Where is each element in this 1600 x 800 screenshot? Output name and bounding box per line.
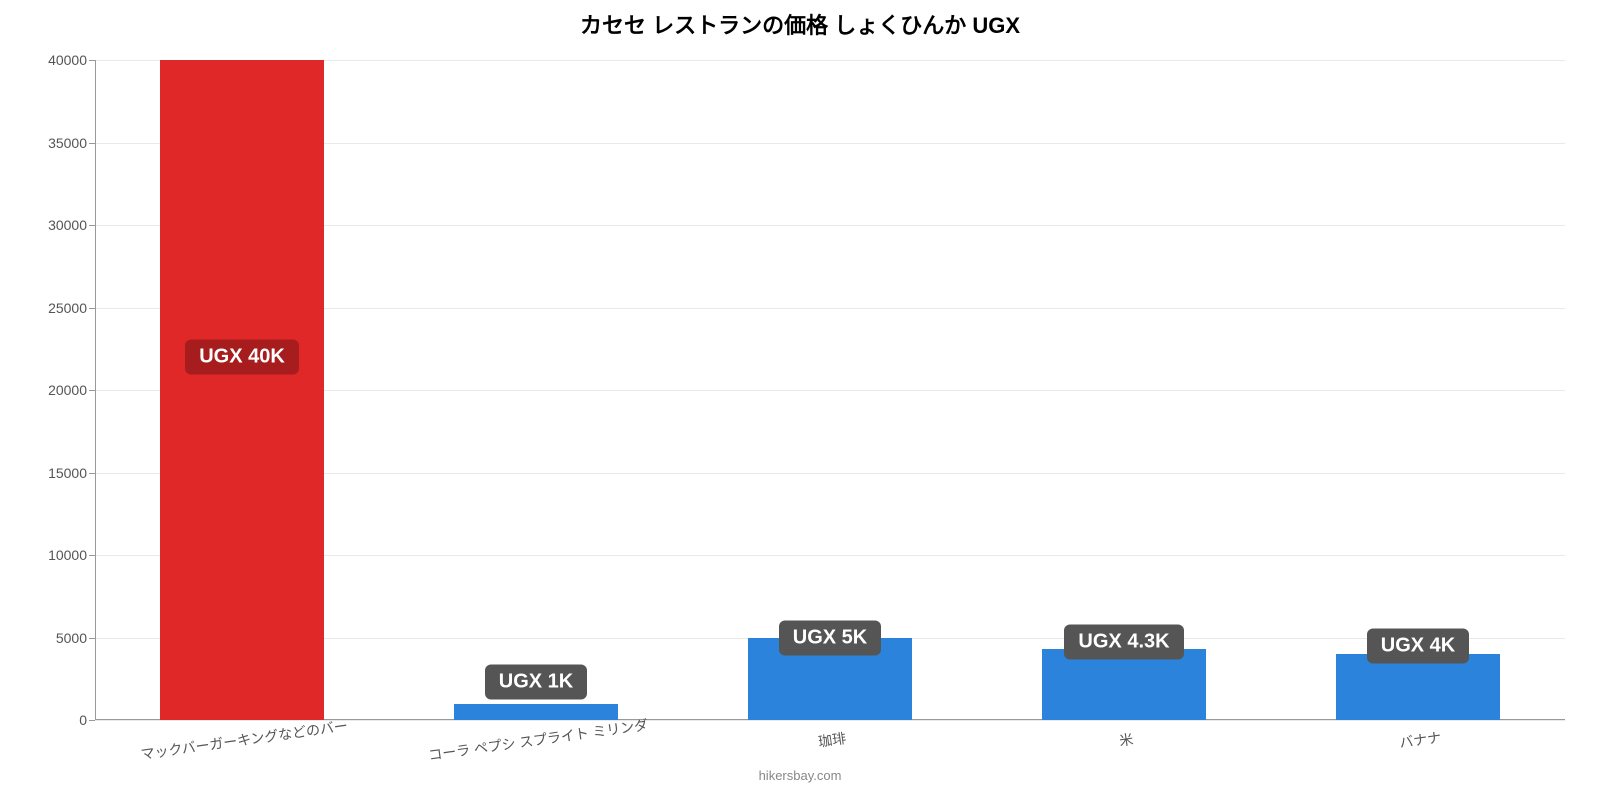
value-badge: UGX 4K (1367, 628, 1469, 663)
ytick-label: 10000 (48, 547, 95, 563)
value-badge: UGX 1K (485, 665, 587, 700)
chart-title: カセセ レストランの価格 しょくひんか UGX (0, 8, 1600, 40)
ytick-label: 30000 (48, 217, 95, 233)
value-badge: UGX 5K (779, 620, 881, 655)
bar-slot: UGX 4K (1271, 60, 1565, 720)
bar (160, 60, 325, 720)
x-axis-labels: マックバーガーキングなどのバーコーラ ペプシ スプライト ミリンダ珈琲米バナナ (95, 724, 1565, 750)
ytick-label: 25000 (48, 300, 95, 316)
bar-slot: UGX 1K (389, 60, 683, 720)
bars-container: UGX 40K UGX 1K UGX 5K UGX 4.3K UGX 4K (95, 60, 1565, 720)
ytick-label: 15000 (48, 465, 95, 481)
plot-area: 0500010000150002000025000300003500040000… (95, 60, 1565, 720)
ytick-label: 35000 (48, 135, 95, 151)
bar (1336, 654, 1501, 720)
value-badge: UGX 40K (185, 340, 299, 375)
ytick-label: 20000 (48, 382, 95, 398)
value-badge: UGX 4.3K (1064, 625, 1183, 660)
bar-slot: UGX 4.3K (977, 60, 1271, 720)
bar-slot: UGX 40K (95, 60, 389, 720)
attribution-text: hikersbay.com (0, 768, 1600, 783)
price-bar-chart: カセセ レストランの価格 しょくひんか UGX 0500010000150002… (0, 0, 1600, 800)
ytick-label: 0 (79, 712, 95, 728)
ytick-label: 40000 (48, 52, 95, 68)
ytick-label: 5000 (56, 630, 95, 646)
bar-slot: UGX 5K (683, 60, 977, 720)
